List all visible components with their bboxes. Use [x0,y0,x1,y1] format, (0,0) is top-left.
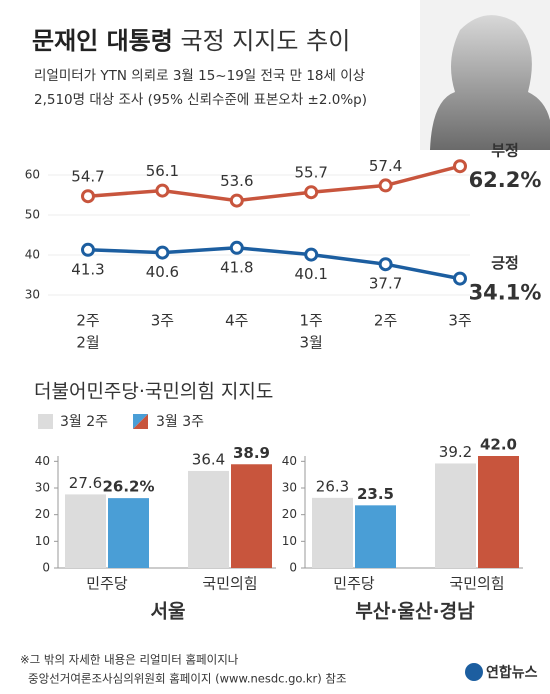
point [378,178,393,193]
x-tick-label: 민주당 [86,575,128,593]
month-label: 2월 [76,334,99,352]
panel-title: 서울 [151,601,186,623]
data-label-final: 34.1% [469,281,542,305]
bar [231,464,272,568]
title-light: 국정 지지도 추이 [180,27,350,55]
point [304,185,319,200]
x-tick-label: 국민의힘 [202,575,257,593]
y-tick-label: 30 [25,288,40,302]
point [453,271,467,286]
data-label: 53.6 [220,172,253,190]
point [155,183,170,198]
y-tick-label: 40 [282,454,297,468]
data-label: 41.8 [220,258,253,276]
x-tick-label: 민주당 [333,575,375,593]
chart-title: 더불어민주당·국민의힘 지지도 [34,381,273,403]
bar [188,470,229,568]
bar [108,498,149,568]
x-tick-label: 4주 [225,312,248,330]
series-label: 긍정 [491,254,519,272]
point [378,257,393,272]
data-label: 27.6 [69,474,102,492]
line [87,246,461,281]
line [87,164,461,203]
data-label: 26.2% [102,478,154,496]
point [229,193,244,208]
data-label: 37.7 [369,275,402,293]
y-tick-label: 30 [282,481,297,495]
bar [312,497,353,568]
title-bold: 문재인 대통령 [32,27,173,55]
y-tick-label: 40 [35,454,50,468]
point [453,159,467,174]
y-tick-label: 0 [42,561,50,575]
point [155,245,170,260]
data-label: 57.4 [369,157,402,175]
bar [435,463,476,568]
y-tick-label: 0 [289,561,297,575]
photo [420,0,550,150]
data-label: 54.7 [71,168,104,186]
y-tick-label: 10 [282,534,297,548]
data-label: 38.9 [233,444,270,462]
y-tick-label: 20 [35,507,50,521]
point [304,247,319,262]
subtitle: 리얼미터가 YTN 의뢰로 3월 15~19일 전국 만 18세 이상 [34,68,365,84]
note: ※그 밖의 자세한 내용은 리얼미터 홈페이지나 [20,653,239,667]
data-label: 39.2 [439,443,472,461]
logo-text: 연합뉴스 [486,664,538,681]
bar [478,456,519,568]
subtitle: 2,510명 대상 조사 (95% 신뢰수준에 표본오차 ±2.0%p) [34,92,367,108]
logo: 연합뉴스 [465,663,538,681]
x-tick-label: 3주 [448,312,471,330]
x-tick-label: 2주 [76,312,99,330]
data-label: 41.3 [71,260,104,278]
point [229,240,244,255]
data-label: 55.7 [294,164,327,182]
y-tick-label: 10 [35,534,50,548]
x-tick-label: 3주 [151,312,174,330]
month-label: 3월 [300,334,323,352]
y-tick-label: 30 [35,481,50,495]
bar [65,494,106,568]
legend-swatch [38,414,53,429]
panel-title: 부산·울산·경남 [355,601,475,623]
point [81,242,95,257]
legend-label: 3월 2주 [60,414,108,430]
y-tick-label: 50 [25,208,40,222]
data-label: 40.6 [146,263,179,281]
data-label: 26.3 [316,477,349,495]
x-tick-label: 2주 [374,312,397,330]
note: 중앙선거여론조사심의위원회 홈페이지 (www.nesdc.go.kr) 참조 [28,672,347,686]
data-label: 23.5 [357,485,394,503]
point [81,189,95,204]
bar [355,505,396,568]
x-tick-label: 국민의힘 [449,575,504,593]
data-label: 40.1 [294,265,327,283]
logo-mark [465,663,483,681]
data-label: 36.4 [192,450,225,468]
x-tick-label: 1주 [300,312,323,330]
data-label: 42.0 [480,436,517,454]
data-label: 56.1 [146,162,179,180]
y-tick-label: 40 [25,248,40,262]
legend-swatch [133,414,148,429]
title: 문재인 대통령 국정 지지도 추이 [32,27,350,55]
data-label-final: 62.2% [469,168,542,192]
y-tick-label: 60 [25,168,40,182]
y-tick-label: 20 [282,507,297,521]
legend-label: 3월 3주 [156,414,204,430]
series-label: 부정 [491,142,519,160]
